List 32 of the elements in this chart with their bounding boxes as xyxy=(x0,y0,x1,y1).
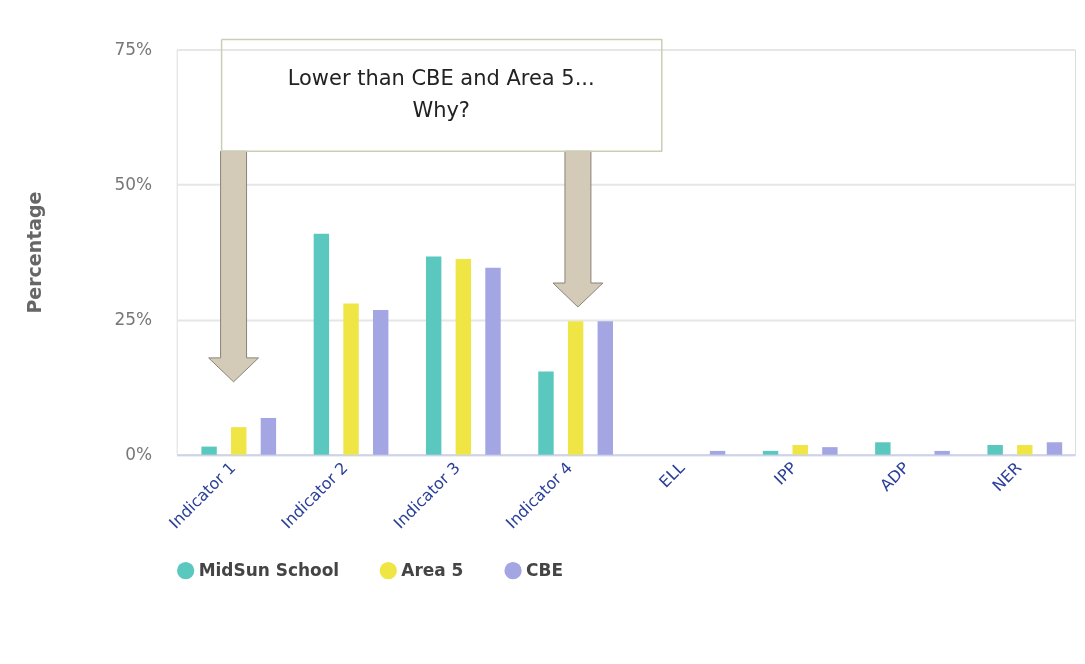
bar xyxy=(201,446,217,455)
y-tick-label: 50% xyxy=(114,174,153,195)
bar xyxy=(875,442,891,455)
bar xyxy=(1017,444,1033,455)
bar xyxy=(425,256,442,455)
legend-label: MidSun School xyxy=(198,559,340,580)
bar xyxy=(822,447,838,455)
y-tick-label: 0% xyxy=(125,444,153,465)
bar xyxy=(709,450,726,455)
bar xyxy=(934,450,950,455)
legend-label: CBE xyxy=(526,559,563,580)
bar xyxy=(485,267,501,455)
bar xyxy=(987,444,1003,455)
bar xyxy=(373,309,389,455)
y-axis-title: Percentage xyxy=(22,191,45,314)
bar xyxy=(792,444,808,455)
bar xyxy=(762,450,779,455)
bar xyxy=(567,321,584,455)
bar xyxy=(597,321,614,455)
x-tick-label: ELL xyxy=(655,458,689,492)
bar xyxy=(455,259,472,455)
y-tick-label: 75% xyxy=(114,38,153,59)
bar xyxy=(343,303,359,455)
annotation: Lower than CBE and Area 5... Why? xyxy=(287,66,595,123)
y-tick-label: 25% xyxy=(114,309,153,330)
bar xyxy=(231,427,247,455)
bar xyxy=(1046,442,1063,455)
bar xyxy=(313,233,330,455)
bar xyxy=(538,371,554,455)
legend-label: Area 5 xyxy=(401,559,464,580)
bar xyxy=(260,417,277,455)
x-tick-label: IPP xyxy=(770,457,801,489)
